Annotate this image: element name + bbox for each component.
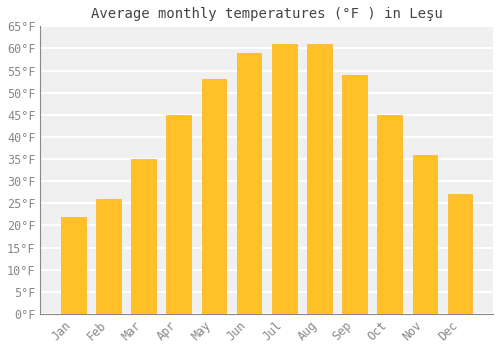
Bar bbox=[61, 217, 86, 314]
Bar bbox=[448, 194, 472, 314]
Bar bbox=[342, 75, 367, 314]
Bar bbox=[378, 115, 402, 314]
Bar bbox=[166, 115, 191, 314]
Title: Average monthly temperatures (°F ) in Leşu: Average monthly temperatures (°F ) in Le… bbox=[91, 7, 443, 21]
Bar bbox=[131, 159, 156, 314]
Bar bbox=[96, 199, 120, 314]
Bar bbox=[412, 155, 438, 314]
Bar bbox=[202, 79, 226, 314]
Bar bbox=[272, 44, 296, 314]
Bar bbox=[307, 44, 332, 314]
Bar bbox=[237, 53, 262, 314]
